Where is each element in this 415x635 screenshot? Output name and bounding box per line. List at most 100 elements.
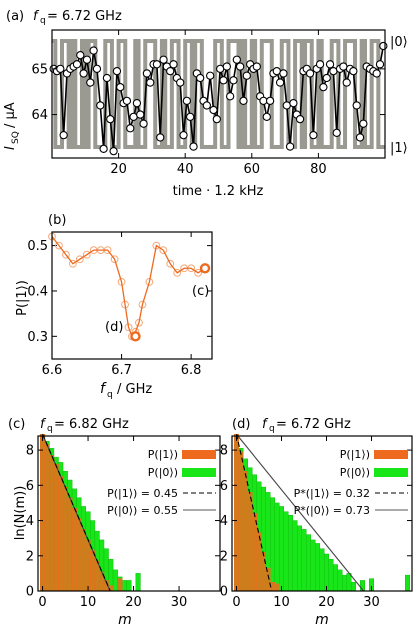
d-green-bar-24 [342, 574, 347, 592]
a-data-point-35 [166, 66, 175, 76]
b-xtick-label-1: 6.7 [111, 363, 132, 378]
d-orange-bar-4 [252, 513, 257, 592]
b-data-point-4 [75, 255, 84, 264]
panel-d-label: (d) [232, 417, 250, 432]
c-legend-label-0: P(|1⟩) [148, 448, 178, 461]
a-data-point-74 [295, 114, 305, 124]
d-axes: 0 10 20 30 0 2 4 6 8 [220, 436, 412, 610]
c-xtick-label-1: 10 [80, 595, 97, 610]
b-data-point-24 [194, 268, 202, 277]
a-data-point-97 [372, 69, 381, 78]
b-data-point-9 [110, 255, 119, 264]
c-legend-swatch-green [182, 468, 216, 477]
b-data-line [51, 236, 206, 338]
a-data-point-56 [235, 62, 245, 71]
d-bars [234, 433, 410, 592]
c-orange-bar-17 [117, 578, 123, 592]
d-green-bar-15 [301, 529, 307, 592]
panel-d-title-f: f [262, 417, 269, 432]
b-data-point-21 [173, 268, 182, 277]
a-data-point-22 [122, 96, 132, 106]
d-ytick-label-0: 0 [220, 585, 228, 600]
a-data-point-57 [239, 96, 248, 106]
a-data-point-46 [202, 101, 211, 110]
d-legend-swatch-orange [374, 450, 408, 459]
a-data-point-15 [99, 144, 108, 154]
a-data-point-39 [179, 130, 188, 140]
a-data-point-31 [152, 60, 162, 69]
d-xtick-label-3: 30 [363, 595, 380, 610]
b-ylabel: P(|1⟩) [15, 280, 30, 316]
a-data-point-42 [189, 142, 198, 151]
c-orange-bar-5 [62, 486, 68, 592]
d-fit-solid [236, 433, 365, 592]
c-orange-bar-8 [76, 518, 82, 592]
b-data-point-3 [68, 259, 77, 268]
d-legend-label-1: P(|0⟩) [340, 466, 370, 479]
b-data-point-1 [55, 241, 63, 250]
a-data-point-13 [92, 64, 102, 74]
a-data-point-38 [176, 78, 185, 87]
b-annotation-d: (d) [105, 320, 123, 335]
panel-c-title-f: f [40, 417, 47, 432]
d-green-bar-25 [346, 573, 352, 592]
c-orange-bar-3 [53, 463, 59, 592]
d-green-bar-14 [297, 525, 302, 592]
c-ytick-label-0: 0 [26, 585, 34, 600]
d-green-bar-22 [333, 564, 338, 592]
c-orange-bar-4 [58, 476, 64, 592]
c-orange-bar-11 [90, 550, 96, 592]
b-xlabel-f: f [100, 381, 107, 397]
panel-a-title-rest: = 6.72 GHz [47, 9, 122, 24]
b-xtick-label-0: 6.6 [42, 363, 63, 378]
a-data-point-16 [102, 73, 112, 83]
a-data-point-71 [285, 142, 295, 151]
a-data-point-78 [309, 130, 318, 140]
a-data-point-55 [232, 55, 241, 64]
a-data-point-91 [352, 101, 361, 110]
a-data-point-69 [279, 69, 288, 78]
c-green-bar-21 [135, 573, 141, 592]
a-data-point-81 [319, 82, 328, 92]
d-xtick-label-1: 10 [273, 595, 290, 610]
c-legend-label-3: P(|0⟩) = 0.55 [107, 504, 178, 517]
a-xtick-label-3: 80 [310, 162, 327, 177]
a-data-point-98 [375, 60, 385, 69]
d-ytick-label-4: 8 [220, 444, 228, 459]
b-highlight-marker-1 [130, 331, 141, 342]
a-xtick-label-2: 60 [244, 162, 261, 177]
a-data-line [53, 45, 385, 152]
a-data-point-14 [96, 101, 105, 110]
a-data-point-64 [262, 112, 271, 122]
d-ytick-label-3: 6 [220, 479, 228, 494]
c-legend-swatch-orange [182, 450, 216, 459]
panel-d-title-sub: q [269, 424, 275, 434]
a-data-point-80 [315, 60, 325, 69]
c-orange-bar-6 [67, 497, 73, 592]
d-xlabel: m [315, 612, 329, 628]
a-xtick-label-0: 20 [110, 162, 127, 177]
c-orange-bar-0 [40, 433, 46, 592]
c-ytick-label-1: 2 [26, 549, 34, 564]
d-green-bar-10 [279, 506, 284, 592]
a-data-point-12 [89, 46, 98, 55]
a-black-trace [49, 41, 388, 156]
d-green-bar-8 [270, 497, 275, 592]
a-data-point-44 [196, 73, 205, 83]
a-data-point-32 [156, 133, 165, 142]
c-green-bar-18 [121, 580, 127, 592]
b-axes: 6.6 6.7 6.8 0.3 0.4 0.5 [27, 232, 212, 378]
a-data-point-47 [206, 71, 215, 80]
a-right-label-0: |0⟩ [390, 35, 408, 50]
d-green-bar-11 [283, 511, 289, 592]
a-data-point-2 [56, 64, 65, 74]
a-data-point-82 [322, 73, 331, 83]
c-legend-label-2: P(|1⟩) = 0.45 [107, 487, 178, 500]
a-data-point-27 [139, 119, 148, 128]
d-fits [235, 433, 365, 592]
a-data-point-48 [209, 105, 218, 115]
c-xtick-label-0: 0 [38, 595, 46, 610]
d-legend-label-0: P(|1⟩) [340, 448, 370, 461]
c-ytick-label-2: 4 [26, 514, 34, 529]
d-green-bar-12 [288, 515, 293, 592]
